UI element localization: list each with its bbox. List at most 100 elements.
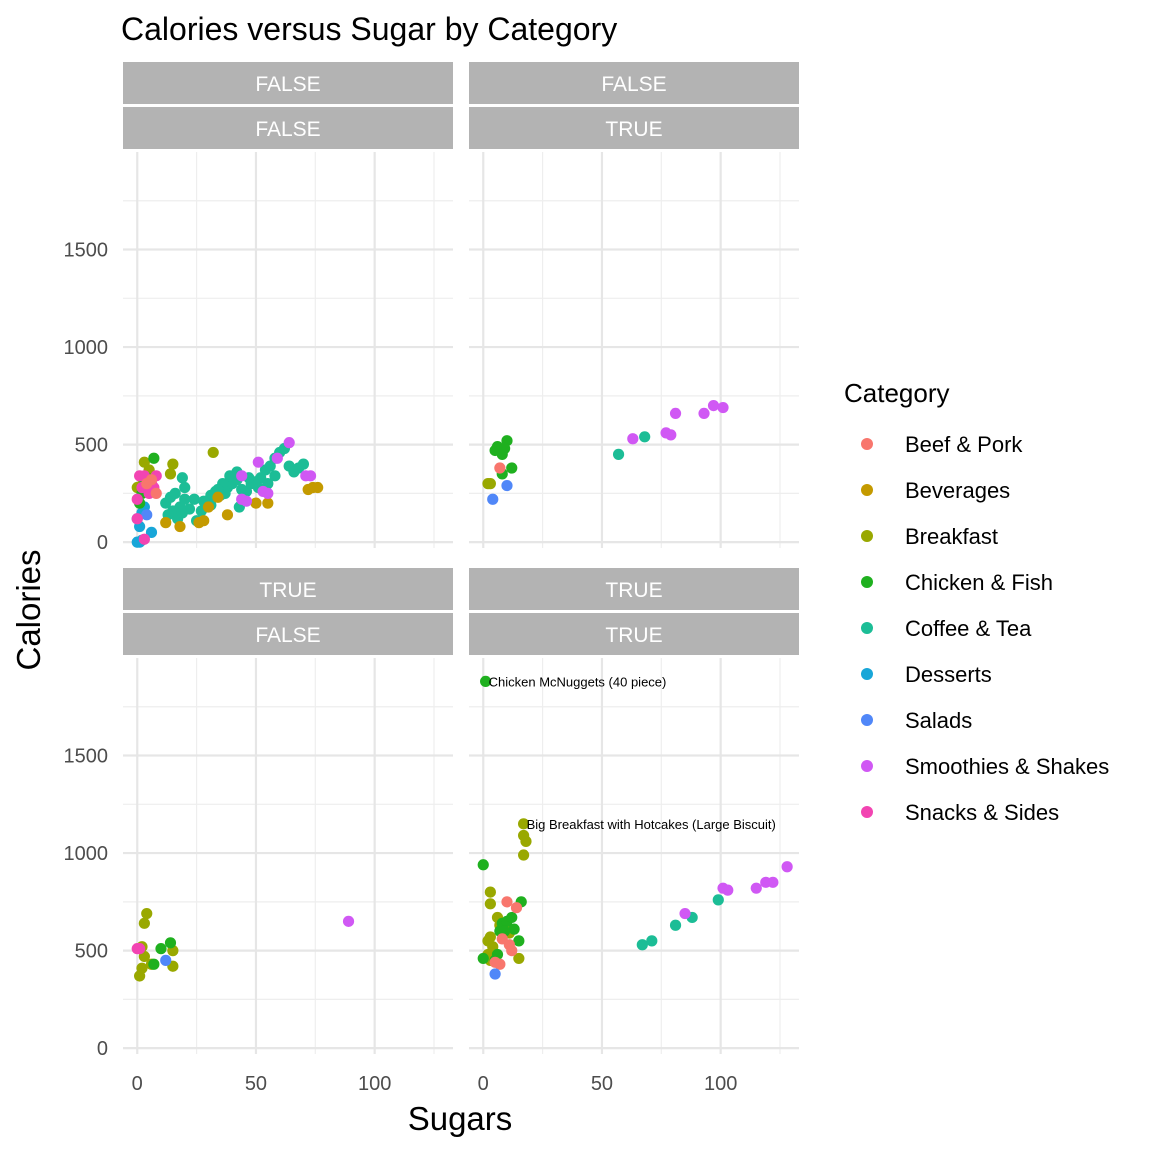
facet-panel-1: FALSE FALSE <box>123 62 453 548</box>
data-point <box>501 479 513 492</box>
data-point <box>145 526 158 538</box>
legend-label: Breakfast <box>905 524 998 549</box>
data-point <box>499 442 511 455</box>
data-point <box>480 675 492 688</box>
x-tick-label: 100 <box>704 1073 737 1095</box>
legend-label: Beverages <box>905 478 1010 503</box>
data-point <box>138 456 150 468</box>
y-tick-label: 1500 <box>64 746 109 768</box>
legend-label: Coffee & Tea <box>905 616 1032 641</box>
point-annotation: Big Breakfast with Hotcakes (Large Biscu… <box>527 817 776 832</box>
data-point <box>160 954 172 966</box>
data-point <box>510 902 523 914</box>
data-point <box>484 886 496 898</box>
data-point <box>297 458 310 470</box>
data-point <box>236 470 248 482</box>
data-point <box>134 943 146 955</box>
data-point <box>506 462 518 474</box>
data-point <box>489 956 501 968</box>
facet-strip-top-label: TRUE <box>605 579 662 602</box>
data-point <box>212 491 224 503</box>
data-point <box>750 882 762 894</box>
x-axis-title: Sugars <box>408 1100 513 1137</box>
y-tick-label: 500 <box>75 435 108 457</box>
y-tick-label: 1000 <box>64 843 109 865</box>
legend-label: Desserts <box>905 662 992 687</box>
facet-strip-top <box>123 62 453 104</box>
legend-title: Category <box>844 378 950 408</box>
facet-strip-bottom-label: FALSE <box>255 118 320 141</box>
annotations: Chicken McNuggets (40 piece) Big Breakfas… <box>489 674 776 831</box>
facet-strip-bottom <box>469 613 799 655</box>
data-point <box>712 894 724 906</box>
legend-label: Beef & Pork <box>905 432 1023 457</box>
data-point <box>179 493 191 505</box>
facet-strip-bottom <box>123 107 453 149</box>
data-point <box>646 935 658 947</box>
data-point <box>612 448 625 460</box>
data-point <box>513 952 525 965</box>
data-point <box>145 474 158 486</box>
legend-label: Snacks & Sides <box>905 800 1059 825</box>
data-point <box>167 458 179 470</box>
data-point <box>221 509 234 521</box>
data-point <box>202 501 215 513</box>
facet-strip-bottom-label: TRUE <box>605 624 662 647</box>
facet-strip-top <box>469 568 799 610</box>
facet-panel-2: FALSE TRUE <box>469 62 799 548</box>
data-point <box>489 968 501 980</box>
legend-key <box>861 484 873 496</box>
data-point <box>198 515 210 527</box>
y-tick-label: 500 <box>75 941 108 963</box>
data-point <box>698 407 710 419</box>
data-point <box>477 859 489 871</box>
data-point <box>138 533 150 545</box>
y-axis-title: Calories <box>10 549 47 670</box>
data-point <box>679 907 691 920</box>
data-point <box>164 468 177 480</box>
data-point <box>487 493 499 505</box>
y-tick-label: 1000 <box>64 337 109 359</box>
data-point <box>141 509 153 521</box>
y-tick-label: 0 <box>97 532 108 554</box>
data-point <box>767 876 779 888</box>
data-point <box>141 907 153 920</box>
data-point <box>169 487 181 499</box>
data-point <box>501 896 513 908</box>
x-tick-label: 100 <box>358 1073 391 1095</box>
legend: Category Beef & Pork Beverages Breakfast Ch… <box>844 378 1109 825</box>
legend-key <box>861 530 873 542</box>
data-point <box>160 517 172 529</box>
y-tick-label: 0 <box>97 1038 108 1060</box>
facet-strip-bottom <box>469 107 799 149</box>
data-point <box>164 937 177 949</box>
data-point <box>781 861 793 873</box>
legend-label: Salads <box>905 708 972 733</box>
data-point <box>477 952 489 965</box>
facet-strip-top-label: FALSE <box>255 73 320 96</box>
data-point <box>252 456 264 468</box>
data-point <box>669 919 682 931</box>
facet-strip-top <box>469 62 799 104</box>
legend-key <box>861 576 873 588</box>
data-point <box>304 470 317 482</box>
x-tick-label: 0 <box>132 1073 143 1095</box>
data-point <box>283 437 295 449</box>
data-point <box>506 945 518 957</box>
data-point <box>494 462 506 474</box>
chart-title: Calories versus Sugar by Category <box>121 11 617 47</box>
data-point <box>138 917 150 929</box>
x-tick-label: 50 <box>245 1073 267 1095</box>
data-point <box>520 835 532 847</box>
data-point <box>236 493 248 505</box>
data-point <box>174 520 186 533</box>
data-point <box>262 487 274 499</box>
data-point <box>508 923 520 935</box>
data-point <box>148 452 160 464</box>
facet-panel-3: TRUE FALSE <box>123 568 453 1054</box>
point-annotation: Chicken McNuggets (40 piece) <box>489 674 667 689</box>
facet-strip-top-label: TRUE <box>259 579 316 602</box>
data-point <box>224 470 236 482</box>
data-point <box>717 401 729 414</box>
